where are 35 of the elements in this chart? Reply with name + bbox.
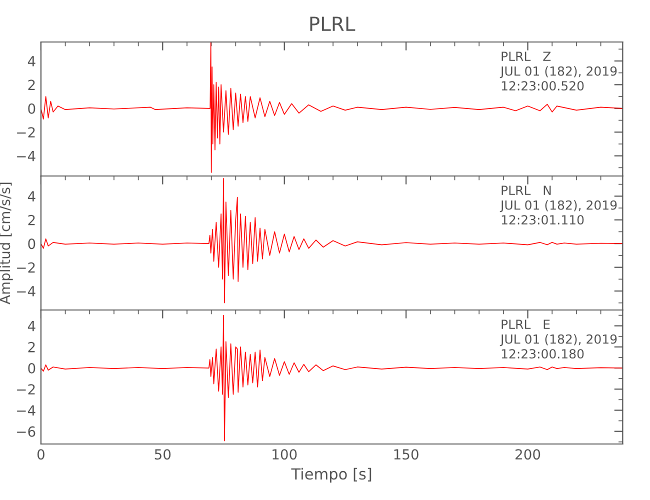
y-tick-label: −4 <box>17 150 36 162</box>
y-tick-label: −4 <box>17 286 36 296</box>
annotation: PLRL N <box>502 186 551 195</box>
annotation: 12:23:01.110 <box>502 215 584 225</box>
annotation: PLRL Z <box>502 52 551 61</box>
annotation: PLRL E <box>502 320 550 329</box>
annotation: JUL 01 (182), 2019 <box>500 66 617 78</box>
y-tick-label: 0 <box>28 103 36 114</box>
annotation: JUL 01 (182), 2019 <box>500 200 617 212</box>
x-tick-label: 0 <box>37 449 44 460</box>
y-tick-label: 4 <box>28 320 36 332</box>
line-series <box>40 314 623 442</box>
chart-title: PLRL <box>310 16 356 31</box>
x-tick-label: 50 <box>154 449 171 460</box>
x-tick-label: 150 <box>394 449 418 460</box>
y-tick-label: 2 <box>28 80 35 90</box>
x-axis-title: Tiempo [s] <box>291 468 372 483</box>
y-tick-label: −6 <box>17 426 36 437</box>
y-tick-label: −2 <box>17 384 35 394</box>
x-tick-label: 200 <box>516 449 540 460</box>
annotation: 12:23:00.180 <box>502 349 584 359</box>
y-tick-label: 2 <box>28 342 35 352</box>
y-tick-label: −4 <box>17 405 36 416</box>
line-series <box>40 42 623 173</box>
annotation: 12:23:00.520 <box>502 81 584 91</box>
y-tick-label: 0 <box>28 238 36 250</box>
line-series <box>40 178 623 304</box>
y-tick-label: 0 <box>28 363 36 374</box>
x-tick-label: 100 <box>272 449 297 460</box>
y-tick-label: 4 <box>28 191 36 202</box>
y-tick-label: 4 <box>28 56 36 66</box>
annotation: JUL 01 (182), 2019 <box>500 334 617 346</box>
y-tick-label: −2 <box>17 262 35 273</box>
y-tick-label: −2 <box>17 127 35 138</box>
y-tick-label: 2 <box>28 214 35 226</box>
